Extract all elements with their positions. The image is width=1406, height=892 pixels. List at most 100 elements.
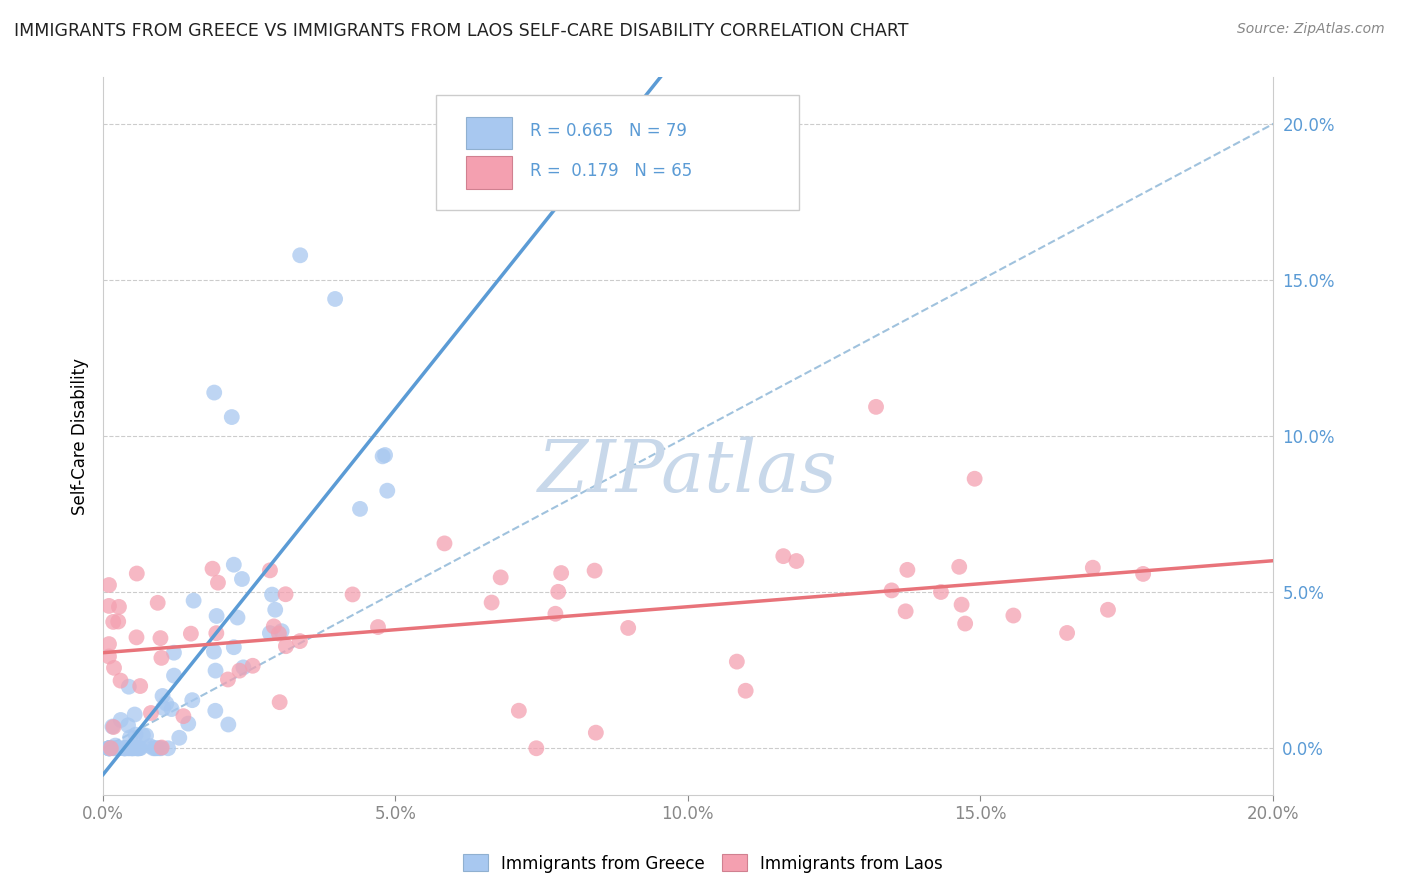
Point — [127, 741, 149, 756]
Point — [547, 584, 569, 599]
Point — [107, 741, 129, 756]
Point — [585, 725, 607, 739]
Point — [226, 610, 249, 624]
Point — [129, 679, 152, 693]
Point — [772, 549, 794, 563]
Point — [117, 741, 139, 756]
Point — [1097, 603, 1119, 617]
Point — [98, 741, 121, 756]
Point — [120, 731, 142, 745]
Text: IMMIGRANTS FROM GREECE VS IMMIGRANTS FROM LAOS SELF-CARE DISABILITY CORRELATION : IMMIGRANTS FROM GREECE VS IMMIGRANTS FRO… — [14, 22, 908, 40]
Point — [127, 741, 149, 756]
Point — [98, 741, 121, 756]
Point — [270, 624, 292, 639]
Point — [148, 741, 170, 756]
Point — [146, 596, 169, 610]
Point — [950, 598, 973, 612]
Point — [152, 701, 174, 715]
Point — [169, 731, 191, 745]
Point — [122, 741, 145, 756]
Point — [734, 683, 756, 698]
Point — [118, 680, 141, 694]
Legend: Immigrants from Greece, Immigrants from Laos: Immigrants from Greece, Immigrants from … — [457, 847, 949, 880]
Point — [125, 566, 148, 581]
Point — [112, 741, 135, 756]
Point — [217, 673, 239, 687]
Point — [367, 620, 389, 634]
Point — [117, 718, 139, 732]
Point — [264, 603, 287, 617]
Text: Source: ZipAtlas.com: Source: ZipAtlas.com — [1237, 22, 1385, 37]
Point — [202, 645, 225, 659]
Point — [121, 741, 143, 756]
Point — [201, 562, 224, 576]
Point — [183, 593, 205, 607]
Point — [108, 741, 131, 756]
Point — [524, 741, 547, 756]
Point — [349, 502, 371, 516]
Point — [129, 741, 152, 756]
FancyBboxPatch shape — [436, 95, 799, 211]
Point — [98, 741, 121, 756]
Point — [181, 693, 204, 707]
Point — [204, 704, 226, 718]
Text: R = 0.665   N = 79: R = 0.665 N = 79 — [530, 122, 688, 140]
Point — [121, 741, 143, 756]
Point — [290, 248, 312, 262]
Point — [98, 578, 121, 592]
Point — [157, 741, 180, 756]
Point — [108, 599, 131, 614]
Point — [371, 450, 394, 464]
Point — [222, 640, 245, 655]
Point — [204, 664, 226, 678]
Point — [110, 673, 132, 688]
Point — [1002, 608, 1025, 623]
Point — [124, 707, 146, 722]
Point — [929, 585, 952, 599]
Point — [544, 607, 567, 621]
Point — [114, 741, 136, 756]
Point — [231, 572, 253, 586]
Bar — [465, 117, 512, 149]
Point — [948, 559, 970, 574]
Point — [263, 619, 285, 633]
Point — [145, 741, 167, 756]
Point — [98, 637, 121, 651]
Point — [259, 563, 281, 577]
Point — [103, 615, 125, 629]
Point — [107, 615, 129, 629]
Point — [259, 626, 281, 640]
Point — [481, 596, 503, 610]
Point — [617, 621, 640, 635]
Point — [163, 668, 186, 682]
Point — [128, 741, 150, 756]
Point — [152, 689, 174, 703]
Point — [150, 651, 173, 665]
Point — [139, 739, 162, 754]
Point — [323, 292, 346, 306]
Point — [139, 706, 162, 720]
Point — [1081, 560, 1104, 574]
Point — [374, 448, 396, 462]
Point — [103, 720, 125, 734]
Text: R =  0.179   N = 65: R = 0.179 N = 65 — [530, 161, 692, 179]
Point — [149, 741, 172, 756]
Point — [124, 741, 146, 756]
Point — [217, 717, 239, 731]
Point — [785, 554, 807, 568]
Point — [222, 558, 245, 572]
Point — [98, 741, 121, 756]
Point — [288, 634, 311, 648]
Point — [274, 639, 297, 653]
Point — [114, 741, 136, 756]
Point — [101, 720, 124, 734]
Point — [118, 741, 141, 756]
Point — [865, 400, 887, 414]
Point — [132, 728, 155, 742]
Point — [202, 385, 225, 400]
Point — [172, 709, 194, 723]
Point — [124, 728, 146, 742]
Point — [508, 704, 530, 718]
Point — [1056, 626, 1078, 640]
Point — [103, 741, 125, 756]
